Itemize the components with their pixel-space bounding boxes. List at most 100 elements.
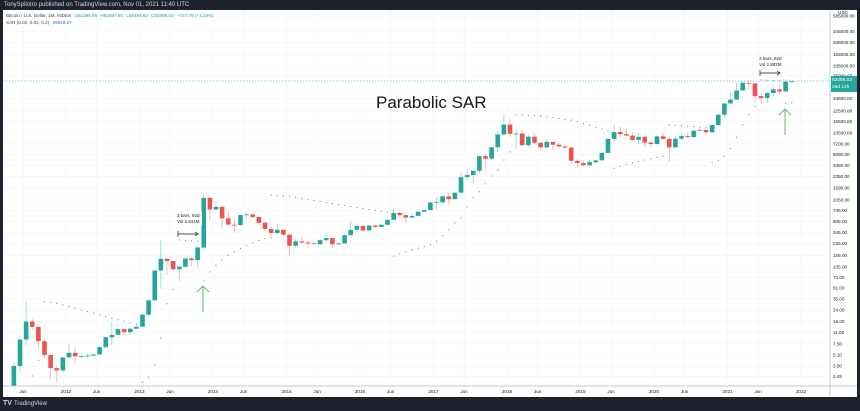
time-tick-label: 2016	[355, 389, 366, 394]
price-tick-label: 235.00	[833, 241, 847, 246]
sar-dot	[497, 169, 499, 171]
footer: TV TradingView	[0, 397, 860, 411]
candle-up	[440, 196, 445, 203]
sar-dot	[521, 114, 523, 116]
sar-dot	[411, 249, 413, 251]
candle-up	[391, 212, 396, 220]
candle-up	[23, 321, 29, 340]
candle-up	[734, 90, 739, 100]
measure-label: 3 bars, 92d Vol 2.841M	[175, 212, 202, 226]
candle-up	[103, 337, 109, 348]
sar-dot	[650, 158, 652, 160]
candle-up	[134, 326, 139, 329]
sar-dot	[313, 199, 315, 202]
price-tick-label: 505.00	[833, 219, 847, 224]
candle-up	[127, 328, 133, 333]
time-tick-label: Jun	[93, 389, 101, 394]
ohlc-low: L59484.82	[126, 13, 148, 18]
sar-dot	[533, 115, 536, 117]
candle-up	[740, 82, 746, 91]
sar-dot	[405, 251, 407, 253]
sar-dot	[472, 197, 474, 199]
candle-up	[274, 229, 280, 233]
sar-dot	[319, 200, 321, 203]
sar-dot	[117, 319, 119, 321]
candle-down	[268, 228, 274, 233]
green-up-arrow-icon	[196, 285, 210, 312]
price-axis[interactable]: 585000.00 345000.00 235000.00 155000.00 1050…	[833, 10, 855, 379]
price-tick-label: 1590.00	[833, 185, 850, 190]
sar-dot	[564, 118, 566, 120]
candle-up	[366, 225, 372, 231]
sar-dot	[644, 159, 646, 161]
candles	[11, 79, 795, 386]
price-tick-label: 22500.00	[833, 108, 853, 113]
price-tick-label: 2.45	[833, 374, 842, 379]
sar-dot	[99, 314, 101, 316]
sar-dot	[693, 126, 695, 128]
candle-up	[85, 355, 90, 357]
sar-dot	[742, 124, 744, 126]
sar-dot	[668, 124, 670, 126]
tradingview-logo-icon[interactable]: TV	[3, 400, 12, 407]
candle-up	[354, 225, 360, 230]
sar-dot	[638, 160, 640, 162]
sar-dot	[393, 255, 395, 257]
candle-up	[434, 202, 439, 204]
price-tick-label: 73.00	[833, 275, 845, 280]
sar-dot	[717, 160, 719, 162]
sar-dot	[190, 240, 193, 242]
sar-dot	[295, 196, 297, 199]
candle-up	[109, 334, 115, 338]
candle-down	[532, 136, 537, 143]
sar-dot	[711, 161, 713, 163]
price-tick-label: 51.00	[833, 286, 845, 291]
price-tick-label: 35.00	[833, 296, 845, 301]
candle-up	[722, 103, 727, 115]
time-axis[interactable]: Jun 2012 Jun 2013 Jun 2014 Jun 2015 Jun 2016 Jun 20…	[19, 389, 806, 394]
candle-up	[544, 141, 550, 148]
price-tick-label: 10500.00	[833, 131, 853, 136]
candle-up	[709, 125, 715, 133]
measure-volume: Vol 2.841M	[177, 219, 200, 224]
candle-up	[654, 136, 660, 144]
sar-dot	[380, 210, 382, 212]
candle-down	[256, 217, 262, 223]
sar-dot	[166, 303, 168, 305]
indicator-name[interactable]: SAR (0.02, 0.02, 0.2)	[6, 20, 50, 25]
price-tick-label: 735.00	[833, 208, 847, 213]
candle-down	[507, 124, 513, 134]
sar-dot	[503, 159, 505, 161]
candle-up	[213, 206, 219, 210]
sar-dot	[760, 79, 762, 81]
candle-up	[91, 354, 96, 356]
time-tick-label: Jun	[681, 389, 689, 394]
sar-dot	[368, 208, 370, 211]
sar-dot	[699, 126, 701, 128]
sar-dot	[491, 175, 493, 177]
sar-dot	[227, 254, 229, 257]
price-tick-label: 235000.00	[833, 40, 855, 45]
sar-dot	[552, 117, 554, 119]
candle-down	[642, 136, 648, 143]
candle-up	[336, 243, 341, 245]
candle-up	[428, 202, 433, 211]
sar-dot	[178, 239, 180, 241]
sar-dot	[448, 228, 450, 231]
ohlc-open: O61299.86	[74, 13, 98, 18]
price-tick-label: 34600.00	[833, 96, 853, 101]
candle-down	[207, 197, 213, 210]
candle-up	[470, 170, 476, 175]
candle-down	[550, 141, 556, 145]
sar-dot	[246, 244, 248, 247]
candle-down	[189, 258, 194, 261]
candle-up	[323, 238, 329, 241]
symbol-name[interactable]: Bitcoin / U.S. Dollar, 1M, INDEX	[6, 13, 72, 18]
candle-up	[673, 138, 678, 148]
candle-up	[97, 347, 102, 355]
current-price: 62086.03	[832, 78, 853, 83]
candle-down	[281, 229, 286, 235]
candle-up	[66, 352, 72, 358]
time-tick-label: 2022	[796, 389, 807, 394]
